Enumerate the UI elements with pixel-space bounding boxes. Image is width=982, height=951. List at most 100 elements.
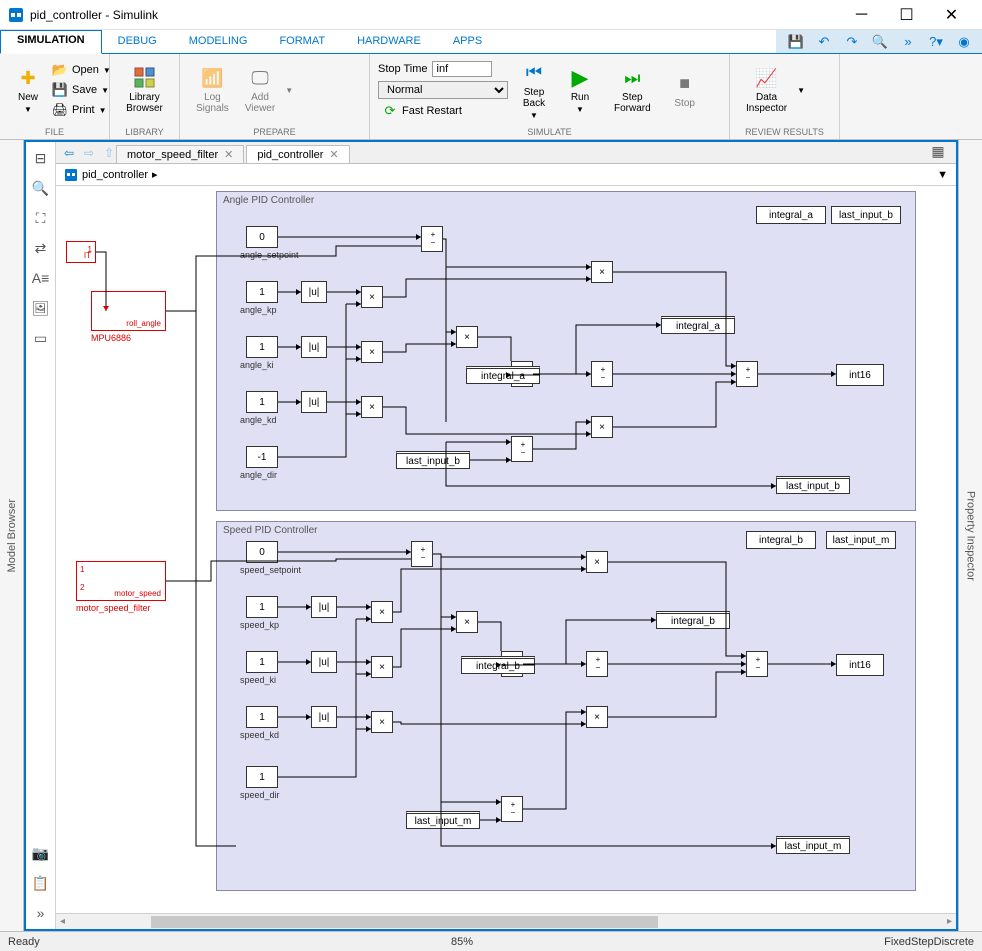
block[interactable]: |u| [301, 281, 327, 303]
h-scrollbar[interactable]: ◂ ▸ [56, 913, 956, 929]
property-inspector-sidebar[interactable]: Property Inspector [958, 140, 982, 931]
log-signals-button[interactable]: 📶Log Signals [188, 58, 237, 122]
block[interactable]: last_input_b [831, 206, 901, 224]
block[interactable]: 1 [246, 766, 278, 788]
block[interactable]: +− [746, 651, 768, 677]
sim-mode-select[interactable]: Normal [378, 81, 508, 99]
block[interactable]: 1 [246, 281, 278, 303]
block[interactable]: × [586, 551, 608, 573]
block[interactable]: × [361, 341, 383, 363]
block[interactable]: |u| [311, 706, 337, 728]
step-forward-button[interactable]: ⏭Step Forward [606, 62, 659, 118]
review-more-button[interactable]: ▼ [795, 58, 807, 122]
hide-browser-icon[interactable]: ⊟ [29, 146, 53, 170]
tab-hardware[interactable]: HARDWARE [341, 30, 437, 53]
data-inspector-button[interactable]: 📈Data Inspector [738, 58, 795, 122]
block[interactable]: last_input_b [776, 476, 850, 494]
block[interactable]: integral_b [656, 611, 730, 629]
block[interactable]: |u| [301, 391, 327, 413]
breadcrumb-text[interactable]: pid_controller [82, 169, 148, 181]
prepare-more-button[interactable]: ▼ [283, 58, 295, 122]
block[interactable]: × [456, 326, 478, 348]
tab-simulation[interactable]: SIMULATION [0, 30, 102, 54]
new-button[interactable]: ✚ New ▼ [8, 58, 48, 122]
undo-icon[interactable]: ↶ [814, 32, 834, 52]
block[interactable]: +− [511, 436, 533, 462]
block[interactable]: × [371, 601, 393, 623]
search-icon[interactable]: 🔍 [870, 32, 890, 52]
block[interactable]: +− [591, 361, 613, 387]
nav-fwd-icon[interactable]: ⇨ [80, 144, 98, 162]
block[interactable]: 1IT [66, 241, 96, 263]
print-button[interactable]: 🖨Print ▼ [48, 100, 115, 120]
block[interactable]: last_input_m [776, 836, 850, 854]
block[interactable]: last_input_m [406, 811, 480, 829]
block[interactable]: × [586, 706, 608, 728]
block[interactable]: integral_a [466, 366, 540, 384]
toggle-icon[interactable]: ⇄ [29, 236, 53, 260]
block[interactable]: last_input_b [396, 451, 470, 469]
annotation-icon[interactable]: A≡ [29, 266, 53, 290]
tab-modeling[interactable]: MODELING [173, 30, 264, 53]
nav-back-icon[interactable]: ⇦ [60, 144, 78, 162]
block[interactable]: 0 [246, 226, 278, 248]
fast-restart-button[interactable]: ⟳Fast Restart [378, 101, 508, 121]
save-button[interactable]: 💾Save ▼ [48, 80, 115, 100]
block[interactable]: 1 [246, 336, 278, 358]
status-zoom[interactable]: 85% [451, 936, 473, 948]
image-icon[interactable]: 🖼 [29, 296, 53, 320]
block[interactable]: integral_a [661, 316, 735, 334]
block[interactable]: × [591, 261, 613, 283]
close-button[interactable]: ✕ [929, 0, 974, 30]
file-tab-motor[interactable]: motor_speed_filter✕ [116, 145, 244, 163]
tab-format[interactable]: FORMAT [263, 30, 341, 53]
tab-apps[interactable]: APPS [437, 30, 498, 53]
area-icon[interactable]: ▭ [29, 326, 53, 350]
block[interactable]: |u| [311, 596, 337, 618]
maximize-button[interactable]: ☐ [884, 0, 929, 30]
breadcrumb-arrow-icon[interactable]: ▸ [152, 168, 158, 181]
run-button[interactable]: ▶Run▼ [560, 62, 600, 118]
block[interactable]: |u| [311, 651, 337, 673]
block[interactable]: int16 [836, 364, 884, 386]
redo-icon[interactable]: ↷ [842, 32, 862, 52]
step-back-button[interactable]: ⏮Step Back▼ [514, 57, 554, 124]
more-icon[interactable]: » [898, 32, 918, 52]
block[interactable]: int16 [836, 654, 884, 676]
block[interactable]: × [371, 656, 393, 678]
expand-icon[interactable]: » [29, 901, 53, 925]
fullscreen-icon[interactable]: ◉ [954, 32, 974, 52]
model-browser-sidebar[interactable]: Model Browser [0, 140, 24, 931]
help-icon[interactable]: ?▾ [926, 32, 946, 52]
block[interactable]: last_input_m [826, 531, 896, 549]
save-qa-icon[interactable]: 💾 [786, 32, 806, 52]
tab-debug[interactable]: DEBUG [102, 30, 173, 53]
minimize-button[interactable]: ─ [839, 0, 884, 30]
block[interactable]: 12motor_speed [76, 561, 166, 601]
screenshot-icon[interactable]: 📷 [29, 841, 53, 865]
block[interactable]: 1 [246, 706, 278, 728]
block[interactable]: -1 [246, 446, 278, 468]
block[interactable]: integral_a [756, 206, 826, 224]
block[interactable]: +− [501, 796, 523, 822]
block[interactable]: 1 [246, 651, 278, 673]
stoptime-input[interactable] [432, 61, 492, 77]
tab-pane-icon[interactable]: ▦ [926, 139, 950, 163]
library-browser-button[interactable]: Library Browser [118, 58, 171, 122]
block[interactable]: 0 [246, 541, 278, 563]
block[interactable]: × [591, 416, 613, 438]
file-tab-pid[interactable]: pid_controller✕ [246, 145, 349, 163]
block[interactable]: integral_b [461, 656, 535, 674]
canvas[interactable]: Angle PID ControllerSpeed PID Controller… [56, 186, 956, 913]
block[interactable]: 1 [246, 596, 278, 618]
status-solver[interactable]: FixedStepDiscrete [884, 936, 974, 948]
block[interactable]: |u| [301, 336, 327, 358]
tab-close-icon[interactable]: ✕ [224, 148, 233, 161]
block[interactable]: 1 [246, 391, 278, 413]
model-info-icon[interactable]: 📋 [29, 871, 53, 895]
block[interactable]: × [456, 611, 478, 633]
block[interactable]: +− [586, 651, 608, 677]
block[interactable]: × [361, 396, 383, 418]
stop-button[interactable]: ■Stop [665, 68, 705, 113]
block[interactable]: × [361, 286, 383, 308]
